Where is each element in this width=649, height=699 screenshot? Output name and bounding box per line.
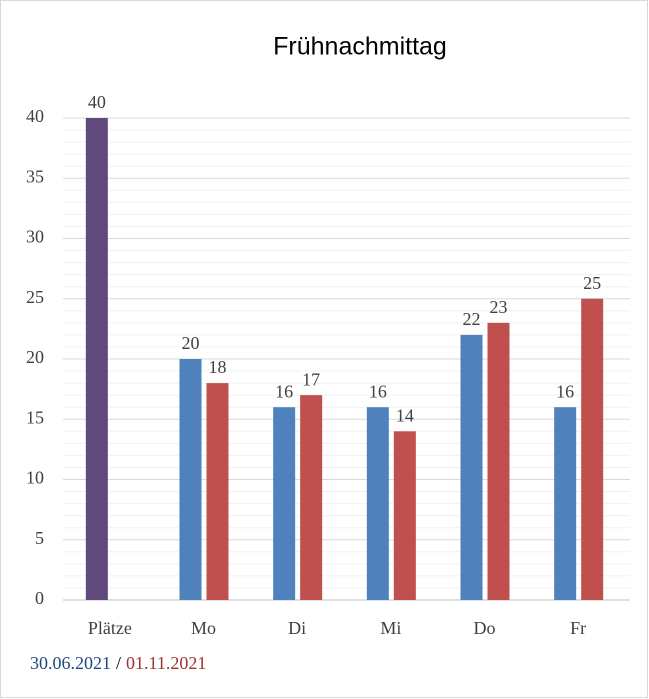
data-label: 20 [182, 333, 200, 353]
bar [460, 334, 483, 600]
y-tick-label: 30 [26, 227, 44, 247]
bar [206, 383, 229, 600]
data-label: 22 [463, 309, 481, 329]
x-tick-label: Do [474, 618, 496, 638]
y-tick-label: 0 [35, 588, 44, 608]
data-label: 14 [396, 405, 414, 425]
bar [273, 407, 296, 600]
bar [554, 407, 577, 600]
data-label: 25 [583, 273, 601, 293]
y-tick-label: 5 [35, 528, 44, 548]
data-label: 17 [302, 369, 320, 389]
bar [487, 322, 510, 600]
x-tick-label: Fr [570, 618, 586, 638]
data-label: 16 [556, 381, 574, 401]
legend: 30.06.2021/01.11.2021 [30, 653, 206, 673]
data-label: 18 [209, 357, 227, 377]
y-tick-label: 15 [26, 407, 44, 427]
legend-entry: 30.06.2021 [30, 653, 111, 673]
y-tick-label: 35 [26, 166, 44, 186]
x-tick-label: Plätze [88, 618, 132, 638]
y-tick-label: 40 [26, 106, 44, 126]
bar [366, 407, 389, 600]
bar [393, 431, 416, 600]
bar [85, 118, 108, 600]
data-label: 16 [369, 381, 387, 401]
x-tick-label: Mo [191, 618, 216, 638]
y-tick-label: 25 [26, 287, 44, 307]
x-tick-label: Mi [380, 618, 401, 638]
legend-entry: 01.11.2021 [126, 653, 206, 673]
legend-separator: / [116, 653, 121, 673]
data-label: 40 [88, 92, 106, 112]
data-label: 16 [275, 381, 293, 401]
data-label: 23 [490, 297, 508, 317]
bar [300, 395, 323, 600]
chart-title: Frühnachmittag [273, 33, 447, 61]
bar [581, 298, 604, 600]
y-tick-label: 20 [26, 347, 44, 367]
x-tick-label: Di [288, 618, 306, 638]
bar [179, 359, 202, 600]
y-tick-label: 10 [26, 468, 44, 488]
